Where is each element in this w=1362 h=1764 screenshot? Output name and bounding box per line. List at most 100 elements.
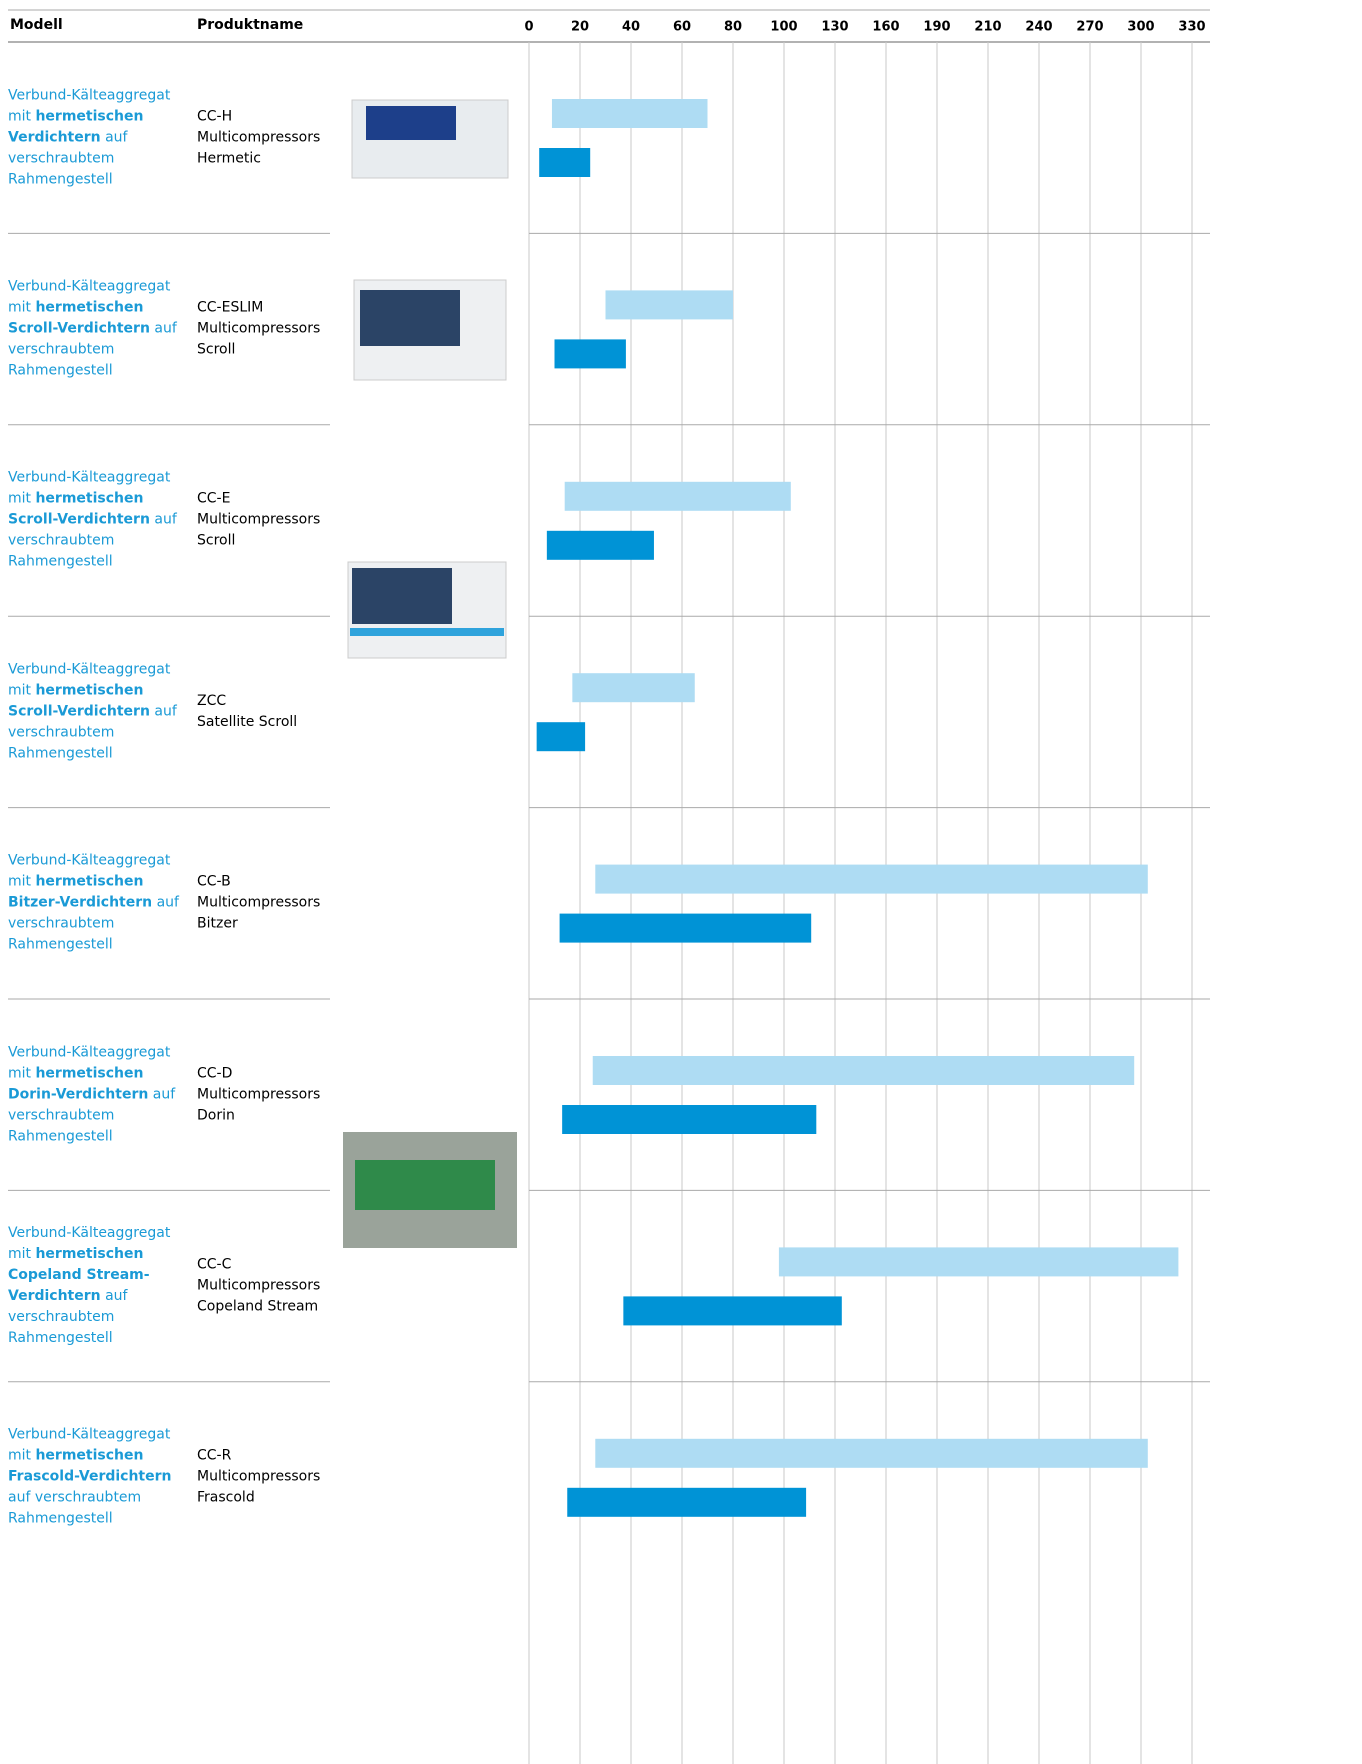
product-name: ZCC Satellite Scroll: [197, 691, 337, 733]
model-pre: Verbund-Kälteaggregat mit: [8, 1426, 171, 1464]
model-text: Verbund-Kälteaggregat mit hermetischen S…: [8, 277, 183, 382]
model-bold: hermetischen Scroll-Verdichtern: [8, 682, 150, 720]
table-row: Verbund-Kälteaggregat mit hermetischen B…: [0, 808, 530, 999]
range-bar-dark: [562, 1105, 817, 1134]
model-pre: Verbund-Kälteaggregat mit: [8, 469, 171, 507]
model-bold: hermetischen Scroll-Verdichtern: [8, 490, 150, 528]
product-image: [366, 106, 456, 140]
model-pre: Verbund-Kälteaggregat mit: [8, 852, 171, 890]
range-bar-light: [595, 1438, 1148, 1468]
x-tick-label: 0: [524, 20, 533, 35]
range-bar-dark: [546, 530, 654, 560]
x-tick-label: 190: [923, 20, 950, 35]
range-bar-dark: [539, 148, 591, 177]
range-bar-dark: [559, 913, 812, 943]
product-line: Multicompressors: [197, 1277, 321, 1294]
product-line: Multicompressors: [197, 129, 321, 146]
model-text: Verbund-Kälteaggregat mit hermetischen C…: [8, 1223, 183, 1349]
table-row: Verbund-Kälteaggregat mit hermetischen C…: [0, 1190, 530, 1381]
range-bar-dark: [623, 1296, 842, 1326]
model-post: auf verschraubtem Rahmengestell: [8, 129, 128, 188]
product-image: [350, 628, 504, 636]
range-bar-light: [564, 481, 791, 511]
model-pre: Verbund-Kälteaggregat mit: [8, 1225, 171, 1263]
table-row: Verbund-Kälteaggregat mit hermetischen V…: [0, 42, 530, 233]
x-tick-label: 130: [821, 20, 848, 35]
product-name: CC-R Multicompressors Frascold: [197, 1446, 337, 1509]
model-bold: hermetischen Verdichtern: [8, 108, 144, 146]
model-post: auf verschraubtem Rahmengestell: [8, 894, 179, 953]
product-line: Scroll: [197, 532, 236, 549]
product-line: Multicompressors: [197, 1468, 321, 1485]
table-row: Verbund-Kälteaggregat mit hermetischen S…: [0, 425, 530, 616]
product-name: CC-B Multicompressors Bitzer: [197, 872, 337, 935]
product-line: Satellite Scroll: [197, 713, 298, 730]
product-image: [360, 290, 460, 346]
product-line: CC-E: [197, 490, 231, 507]
model-bold: hermetischen Bitzer-Verdichtern: [8, 873, 153, 911]
product-line: Hermetic: [197, 150, 261, 167]
product-name: CC-C Multicompressors Copeland Stream: [197, 1255, 337, 1318]
product-line: Scroll: [197, 341, 236, 358]
product-images: [343, 99, 517, 1248]
range-bar-light: [595, 864, 1148, 894]
product-line: CC-C: [197, 1256, 232, 1273]
table-row: Verbund-Kälteaggregat mit hermetischen D…: [0, 999, 530, 1190]
product-line: Copeland Stream: [197, 1298, 319, 1315]
range-bar-dark: [536, 722, 586, 752]
product-line: CC-B: [197, 873, 231, 890]
model-post: auf verschraubtem Rahmengestell: [8, 1489, 142, 1527]
model-post: auf verschraubtem Rahmengestell: [8, 320, 177, 379]
product-name: CC-D Multicompressors Dorin: [197, 1063, 337, 1126]
model-bold: hermetischen Frascold-Verdichtern: [8, 1447, 172, 1485]
range-bar-light: [572, 673, 695, 703]
model-post: auf verschraubtem Rahmengestell: [8, 511, 177, 570]
model-text: Verbund-Kälteaggregat mit hermetischen S…: [8, 659, 183, 764]
header-product: Produktname: [197, 17, 304, 33]
x-tick-label: 300: [1127, 20, 1154, 35]
x-tick-label: 100: [770, 20, 797, 35]
product-name: CC-H Multicompressors Hermetic: [197, 106, 337, 169]
x-tick-label: 160: [872, 20, 899, 35]
product-line: CC-D: [197, 1065, 233, 1082]
range-bar-light: [551, 99, 708, 128]
model-text: Verbund-Kälteaggregat mit hermetischen D…: [8, 1042, 183, 1147]
x-tick-label: 20: [571, 20, 589, 35]
table-row: Verbund-Kälteaggregat mit hermetischen F…: [0, 1382, 530, 1573]
product-name: CC-ESLIM Multicompressors Scroll: [197, 298, 337, 361]
product-image: [355, 1160, 495, 1210]
model-bold: hermetischen Dorin-Verdichtern: [8, 1065, 149, 1103]
model-bold: hermetischen Scroll-Verdichtern: [8, 299, 150, 337]
model-pre: Verbund-Kälteaggregat mit: [8, 87, 171, 125]
range-bar-light: [605, 290, 733, 320]
product-line: Multicompressors: [197, 894, 321, 911]
header-model: Modell: [10, 17, 63, 33]
table-row: Verbund-Kälteaggregat mit hermetischen S…: [0, 616, 530, 807]
product-line: CC-H: [197, 108, 233, 125]
range-bar-light: [592, 1056, 1135, 1085]
product-name: CC-E Multicompressors Scroll: [197, 489, 337, 552]
x-tick-label: 330: [1178, 20, 1205, 35]
model-pre: Verbund-Kälteaggregat mit: [8, 278, 171, 316]
range-bar-dark: [567, 1487, 807, 1517]
x-tick-label: 240: [1025, 20, 1052, 35]
model-text: Verbund-Kälteaggregat mit hermetischen B…: [8, 851, 183, 956]
product-line: Multicompressors: [197, 511, 321, 528]
product-line: ZCC: [197, 692, 227, 709]
x-tick-label: 210: [974, 20, 1001, 35]
x-tick-label: 270: [1076, 20, 1103, 35]
range-bar-light: [778, 1247, 1179, 1277]
product-line: Frascold: [197, 1489, 255, 1506]
product-line: Multicompressors: [197, 1086, 321, 1103]
model-pre: Verbund-Kälteaggregat mit: [8, 661, 171, 699]
product-line: Bitzer: [197, 915, 238, 932]
product-image: [352, 568, 452, 624]
model-bold: hermetischen Copeland Stream-Verdichtern: [8, 1246, 150, 1305]
product-line: Multicompressors: [197, 320, 321, 337]
table-row: Verbund-Kälteaggregat mit hermetischen S…: [0, 233, 530, 424]
product-line: CC-ESLIM: [197, 299, 264, 316]
model-text: Verbund-Kälteaggregat mit hermetischen F…: [8, 1425, 183, 1530]
range-bar-dark: [554, 339, 626, 369]
